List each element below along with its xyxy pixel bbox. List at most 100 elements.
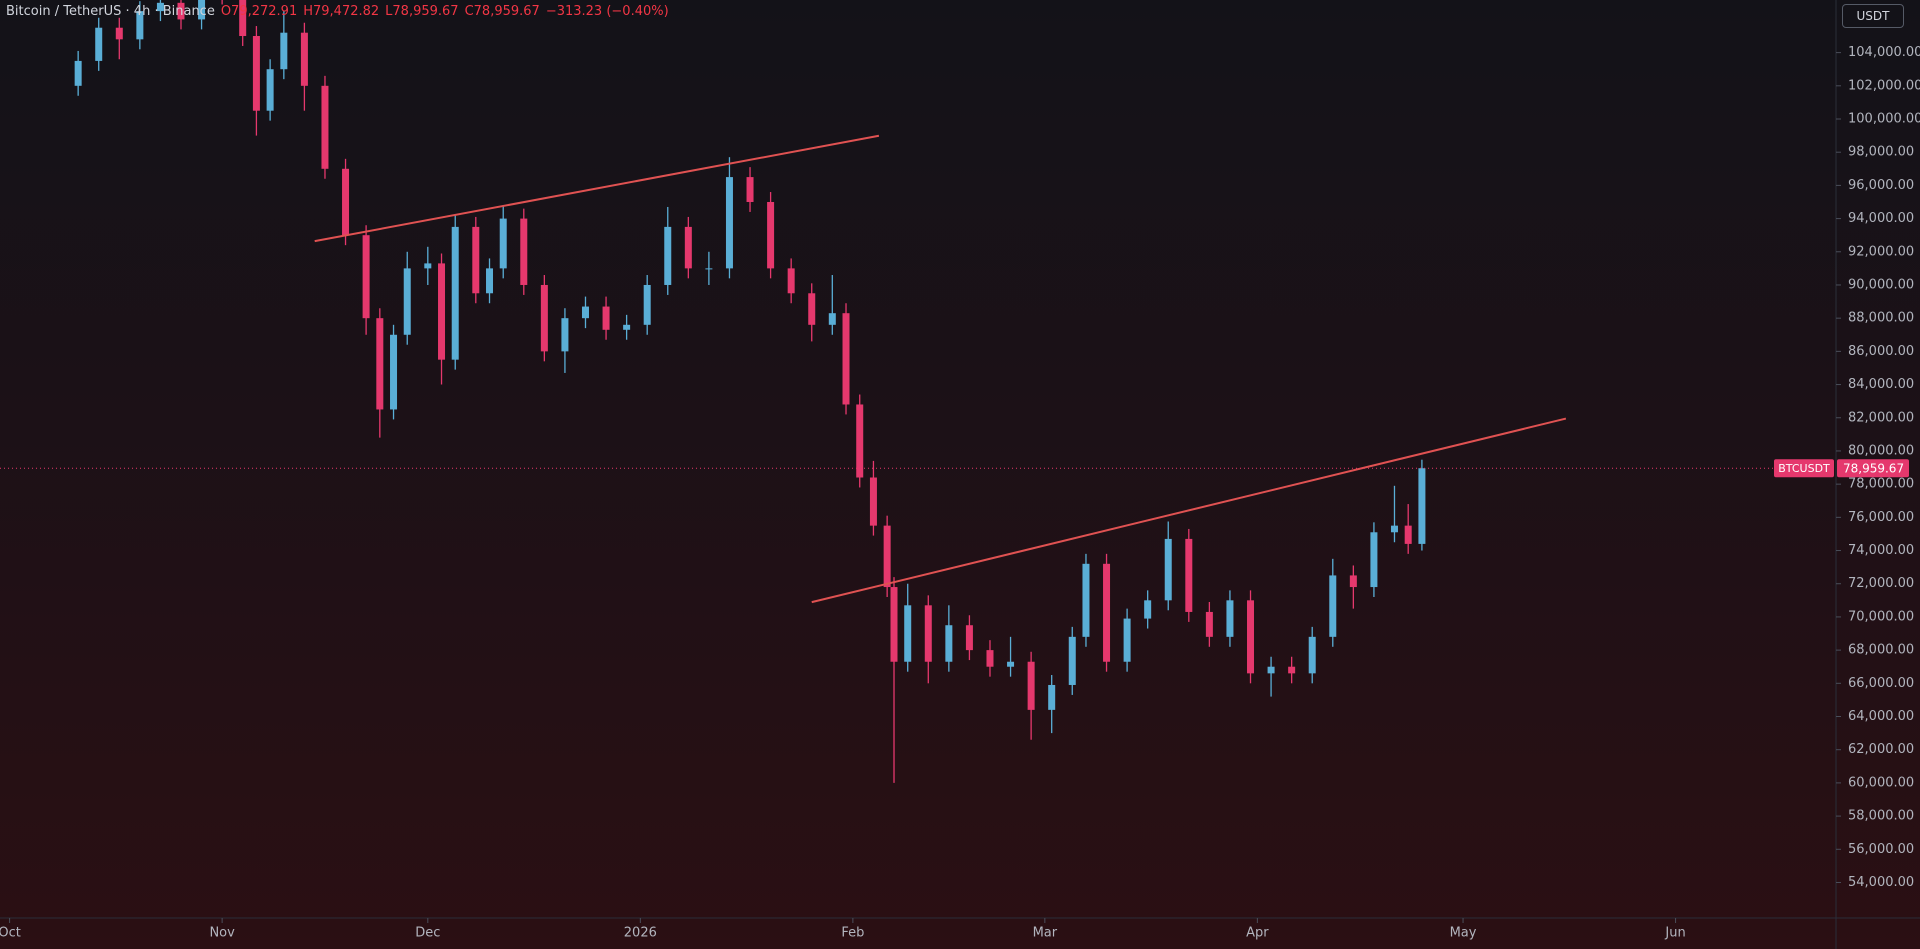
candle-body <box>986 650 994 667</box>
symbol-tag: BTCUSDT <box>1778 462 1830 475</box>
x-tick-label: 2026 <box>624 926 657 941</box>
candle-body <box>746 177 754 202</box>
candle-body <box>1144 600 1152 619</box>
y-tick-label: 66,000.00 <box>1848 676 1914 691</box>
ohlc-value: O79,272.91 <box>220 4 298 19</box>
x-tick-label: May <box>1450 926 1477 941</box>
candle-body <box>561 318 569 352</box>
ohlc-value: C78,959.67 <box>464 4 540 19</box>
x-tick-label: Apr <box>1246 926 1269 941</box>
candle-body <box>623 324 631 330</box>
symbol-header: Bitcoin / TetherUS · 4h · Binance O79,272… <box>6 4 669 19</box>
x-tick-label: Jun <box>1664 926 1685 941</box>
candle-body <box>965 625 973 651</box>
candle-body <box>767 201 775 269</box>
candle-body <box>520 218 528 285</box>
candle-body <box>1247 600 1255 674</box>
candle-body <box>856 404 864 478</box>
candle-body <box>1123 618 1131 662</box>
y-tick-label: 76,000.00 <box>1848 510 1914 525</box>
candle-body <box>424 263 432 269</box>
y-tick-label: 104,000.00 <box>1848 45 1920 60</box>
candle-body <box>1082 563 1090 637</box>
y-tick-label: 90,000.00 <box>1848 277 1914 292</box>
candle-body <box>1329 575 1337 637</box>
candle-body <box>1027 661 1035 710</box>
candle-body <box>602 306 610 330</box>
y-tick-label: 96,000.00 <box>1848 178 1914 193</box>
y-tick-label: 72,000.00 <box>1848 576 1914 591</box>
candle-body <box>1164 538 1172 601</box>
candle-body <box>300 32 308 86</box>
y-tick-label: 86,000.00 <box>1848 344 1914 359</box>
plot-area <box>74 0 1567 783</box>
trend-line <box>811 417 1567 604</box>
y-tick-label: 100,000.00 <box>1848 112 1920 127</box>
candle-body <box>1007 661 1015 667</box>
ohlc-value: L78,959.67 <box>385 4 459 19</box>
y-tick-label: 80,000.00 <box>1848 443 1914 458</box>
candle-body <box>945 625 953 662</box>
candle-body <box>787 268 795 294</box>
candle-body <box>1103 563 1111 662</box>
y-tick-label: 88,000.00 <box>1848 311 1914 326</box>
y-tick-label: 58,000.00 <box>1848 809 1914 824</box>
x-tick-label: Oct <box>0 926 21 941</box>
y-tick-label: 56,000.00 <box>1848 842 1914 857</box>
candle-body <box>1390 525 1398 533</box>
y-tick-label: 62,000.00 <box>1848 742 1914 757</box>
candle-body <box>342 168 350 236</box>
candle-body <box>1185 538 1193 612</box>
candle-body <box>280 32 288 70</box>
trend-line <box>314 134 880 243</box>
candle-body <box>1068 636 1076 685</box>
y-tick-label: 78,000.00 <box>1848 477 1914 492</box>
candle-body <box>1308 636 1316 674</box>
candle-body <box>451 226 459 360</box>
price-tag-bg <box>1837 459 1909 478</box>
x-tick-label: Nov <box>209 926 235 941</box>
y-tick-label: 60,000.00 <box>1848 775 1914 790</box>
candle-body <box>376 318 384 410</box>
candle-body <box>472 226 480 294</box>
candle-body <box>705 268 713 270</box>
candle-body <box>403 268 411 335</box>
candle-body <box>74 60 82 86</box>
candle-body <box>1267 666 1275 674</box>
y-tick-label: 98,000.00 <box>1848 145 1914 160</box>
candle-body <box>156 2 164 12</box>
candle-body <box>581 306 589 319</box>
y-tick-label: 92,000.00 <box>1848 244 1914 259</box>
candle-body <box>664 226 672 285</box>
candle-body <box>1349 575 1357 588</box>
candle-body <box>684 226 692 269</box>
candle-body <box>239 0 247 37</box>
candle-body <box>115 27 123 40</box>
candle-body <box>198 0 206 20</box>
candle-body <box>1205 611 1213 637</box>
candle-body <box>1288 666 1296 674</box>
candle-body <box>321 85 329 169</box>
candle-body <box>390 334 398 410</box>
candle-body <box>136 11 144 40</box>
candle-body <box>725 177 733 269</box>
y-tick-label: 64,000.00 <box>1848 709 1914 724</box>
currency-button[interactable]: USDT <box>1842 4 1904 28</box>
candle-body <box>808 293 816 325</box>
y-tick-label: 84,000.00 <box>1848 377 1914 392</box>
candle-body <box>890 587 898 662</box>
y-tick-label: 54,000.00 <box>1848 875 1914 890</box>
candle-body <box>1404 525 1412 544</box>
y-tick-label: 70,000.00 <box>1848 609 1914 624</box>
candle-body <box>924 605 932 662</box>
candle-body <box>266 69 274 111</box>
candle-body <box>1418 468 1426 544</box>
y-tick-label: 82,000.00 <box>1848 410 1914 425</box>
candle-body <box>869 477 877 526</box>
y-tick-label: 102,000.00 <box>1848 78 1920 93</box>
x-tick-label: Feb <box>841 926 864 941</box>
candle-body <box>177 2 185 20</box>
